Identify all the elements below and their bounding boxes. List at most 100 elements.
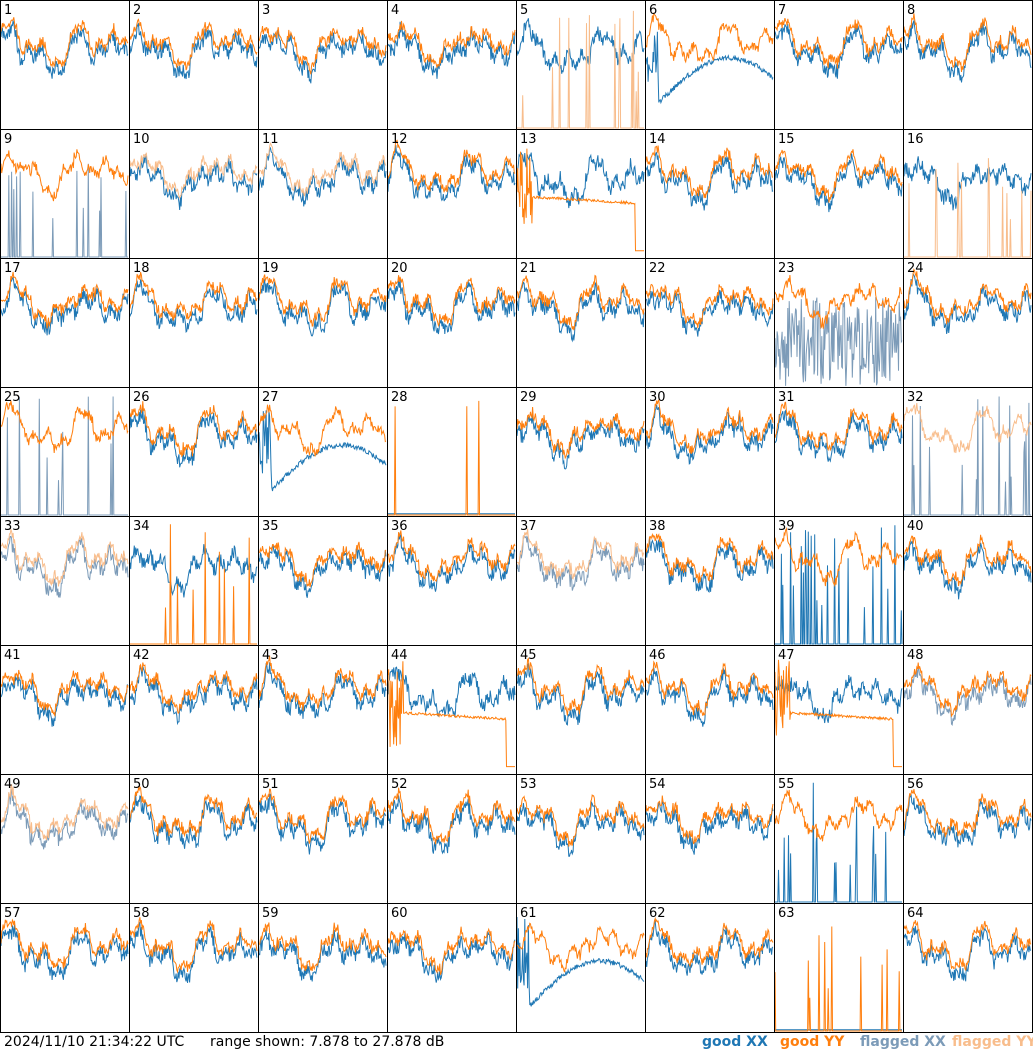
- antenna-panel-51: 51: [258, 777, 387, 855]
- series-flagged-xx-23: [774, 297, 903, 386]
- antenna-panel-17: 17: [0, 261, 129, 336]
- antenna-label-64: 64: [907, 906, 924, 921]
- antenna-panel-24: 24: [903, 261, 1032, 335]
- antenna-panel-2: 2: [129, 3, 258, 80]
- series-good-yy-44: [387, 661, 515, 768]
- series-good-xx-30: [645, 404, 774, 465]
- antenna-label-16: 16: [907, 132, 924, 147]
- antenna-panel-52: 52: [387, 777, 516, 855]
- antenna-panel-38: 38: [645, 519, 774, 593]
- antenna-label-39: 39: [778, 519, 795, 534]
- antenna-label-12: 12: [391, 132, 408, 147]
- series-good-yy-25: [0, 400, 129, 454]
- antenna-panel-33: 33: [0, 519, 129, 598]
- antenna-label-51: 51: [262, 777, 279, 792]
- series-good-yy-20: [387, 275, 516, 327]
- series-good-xx-12: [387, 145, 516, 202]
- antenna-label-21: 21: [520, 261, 537, 276]
- series-good-yy-47: [774, 659, 902, 768]
- antenna-label-9: 9: [4, 132, 12, 147]
- series-good-yy-41: [0, 669, 129, 717]
- series-good-xx-61: [516, 916, 645, 1007]
- antenna-label-60: 60: [391, 906, 408, 921]
- antenna-label-11: 11: [262, 132, 279, 147]
- antenna-panel-36: 36: [387, 519, 516, 592]
- series-good-yy-29: [516, 406, 645, 460]
- series-good-yy-46: [645, 660, 774, 716]
- series-flagged-xx-37: [516, 535, 645, 591]
- series-good-yy-1: [0, 17, 129, 68]
- antenna-panel-61: 61: [516, 906, 645, 1007]
- series-flagged-xx-32: [904, 396, 1031, 516]
- antenna-panel-40: 40: [903, 519, 1032, 600]
- series-good-xx-16: [903, 156, 1032, 211]
- antenna-panel-31: 31: [774, 390, 903, 463]
- antenna-label-37: 37: [520, 519, 537, 534]
- antenna-label-43: 43: [262, 648, 279, 663]
- series-good-xx-19: [258, 278, 387, 337]
- series-good-xx-64: [903, 925, 1032, 982]
- series-good-xx-21: [516, 281, 645, 343]
- antenna-label-5: 5: [520, 3, 528, 18]
- antenna-panel-42: 42: [129, 648, 258, 726]
- antenna-panel-37: 37: [516, 519, 645, 591]
- antenna-label-35: 35: [262, 519, 279, 534]
- series-flagged-yy-49: [0, 784, 129, 841]
- antenna-label-45: 45: [520, 648, 537, 663]
- series-good-xx-36: [387, 532, 516, 592]
- antenna-panel-19: 19: [258, 261, 387, 337]
- series-good-xx-44: [387, 666, 516, 718]
- antenna-panel-48: 48: [903, 648, 1032, 726]
- series-good-xx-35: [258, 544, 387, 598]
- antenna-panel-26: 26: [129, 390, 258, 468]
- series-good-xx-15: [774, 153, 903, 213]
- series-good-yy-35: [258, 541, 387, 588]
- antenna-panel-54: 54: [645, 777, 774, 855]
- antenna-panel-39: 39: [774, 519, 903, 645]
- series-good-yy-61: [516, 922, 645, 973]
- antenna-panel-43: 43: [258, 648, 387, 719]
- antenna-panel-13: 13: [516, 132, 645, 252]
- antenna-label-22: 22: [649, 261, 666, 276]
- antenna-label-19: 19: [262, 261, 279, 276]
- antenna-label-32: 32: [907, 390, 924, 405]
- series-good-xx-3: [258, 29, 387, 84]
- footer-bar: 2024/11/10 21:34:22 UTC range shown: 7.8…: [0, 1033, 1033, 1053]
- antenna-panel-49: 49: [0, 777, 129, 850]
- antenna-label-20: 20: [391, 261, 408, 276]
- antenna-panel-6: 6: [645, 3, 774, 105]
- antenna-panel-14: 14: [645, 132, 774, 211]
- series-flagged-xx-48: [903, 666, 1032, 726]
- antenna-panel-32: 32: [903, 390, 1032, 516]
- series-good-yy-34: [130, 524, 257, 645]
- series-good-yy-8: [903, 13, 1032, 73]
- series-good-yy-57: [0, 918, 129, 969]
- legend-flagged-xx: flagged XX: [860, 1034, 946, 1050]
- antenna-label-44: 44: [391, 648, 408, 663]
- series-good-xx-1: [0, 20, 129, 79]
- antenna-panel-47: 47: [774, 648, 903, 768]
- series-good-xx-20: [387, 278, 516, 335]
- antenna-panel-5: 5: [516, 3, 645, 129]
- antenna-label-31: 31: [778, 390, 795, 405]
- antenna-label-46: 46: [649, 648, 666, 663]
- series-good-xx-41: [0, 675, 129, 727]
- series-good-xx-26: [129, 407, 258, 468]
- series-good-xx-14: [645, 151, 774, 211]
- antenna-panel-23: 23: [774, 261, 903, 386]
- antenna-label-61: 61: [520, 906, 537, 921]
- antenna-label-56: 56: [907, 777, 924, 792]
- antenna-panel-12: 12: [387, 132, 516, 202]
- antenna-label-17: 17: [4, 261, 21, 276]
- series-good-xx-7: [774, 24, 903, 79]
- antenna-panel-30: 30: [645, 390, 774, 465]
- series-flagged-yy-32: [903, 403, 1032, 454]
- series-good-yy-21: [516, 274, 645, 331]
- antenna-label-2: 2: [133, 3, 141, 18]
- antenna-label-48: 48: [907, 648, 924, 663]
- series-good-yy-15: [774, 149, 903, 203]
- series-good-yy-48: [903, 662, 1032, 717]
- antenna-label-42: 42: [133, 648, 150, 663]
- antenna-panel-59: 59: [258, 906, 387, 982]
- antenna-label-63: 63: [778, 906, 795, 921]
